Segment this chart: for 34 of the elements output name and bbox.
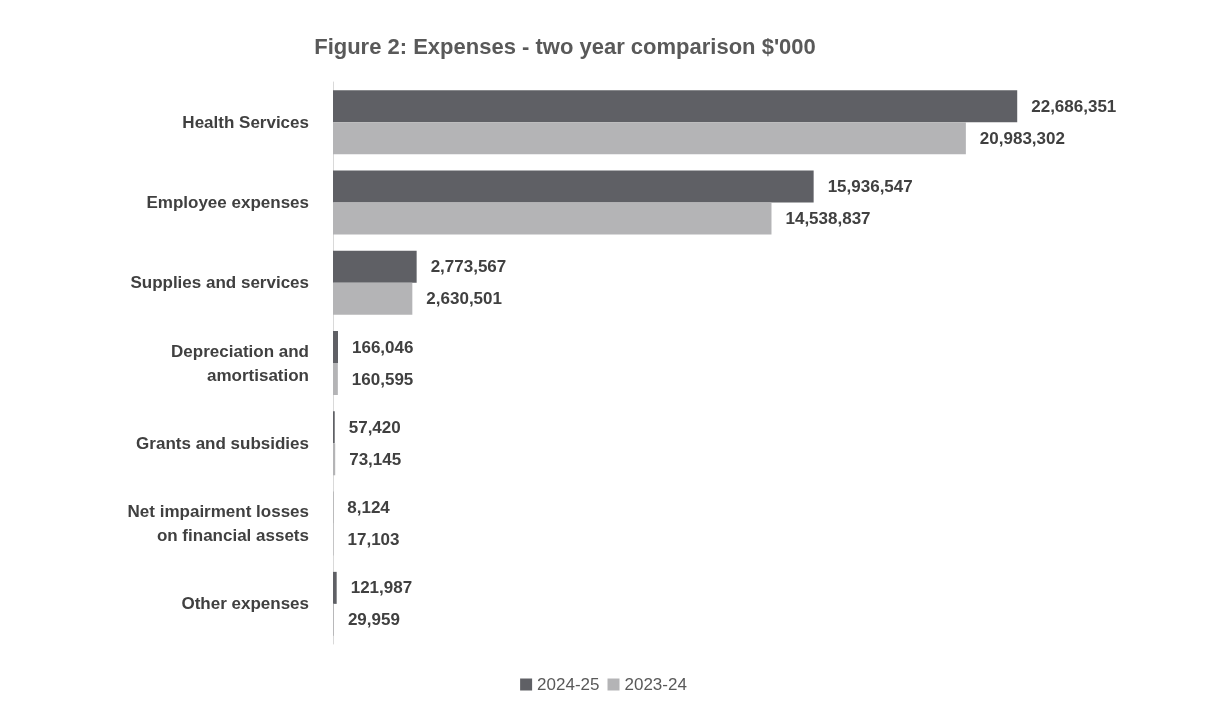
bar xyxy=(333,331,339,363)
y-tick-label: Net impairment losses on financial assets xyxy=(127,502,309,546)
legend-label: 2023-24 xyxy=(624,675,687,694)
data-label: 17,103 xyxy=(347,530,400,550)
data-label: 166,046 xyxy=(352,337,414,357)
bar xyxy=(333,571,337,604)
bar xyxy=(333,170,814,203)
data-label: 2,630,501 xyxy=(426,289,502,309)
chart-title: Figure 2: Expenses - two year comparison $'000 xyxy=(314,33,816,59)
data-label: 14,538,837 xyxy=(785,208,871,228)
data-label: 22,686,351 xyxy=(1031,96,1117,116)
bar xyxy=(333,250,417,283)
y-tick-label: Other expenses xyxy=(181,594,309,614)
data-label: 160,595 xyxy=(351,369,414,389)
data-label: 8,124 xyxy=(347,498,391,518)
bar xyxy=(333,282,413,315)
y-tick-label: Grants and subsidies xyxy=(136,433,309,453)
y-tick-label: Depreciation and amortisation xyxy=(171,341,309,385)
y-tick-label: Health Services xyxy=(182,112,309,132)
bar xyxy=(333,363,338,395)
bar xyxy=(333,90,1018,123)
data-label: 73,145 xyxy=(349,449,402,469)
data-label: 2,773,567 xyxy=(430,257,507,277)
data-label: 15,936,547 xyxy=(827,176,913,196)
data-label: 20,983,302 xyxy=(979,128,1065,148)
data-label: 29,959 xyxy=(347,610,400,630)
bar xyxy=(333,443,336,476)
data-label: 57,420 xyxy=(348,417,401,437)
data-label: 121,987 xyxy=(350,578,413,598)
bar xyxy=(333,202,772,235)
legend-label: 2024-25 xyxy=(537,675,600,694)
y-tick-label: Employee expenses xyxy=(146,192,309,212)
bar xyxy=(333,122,966,155)
y-tick-label: Supplies and services xyxy=(130,273,309,293)
